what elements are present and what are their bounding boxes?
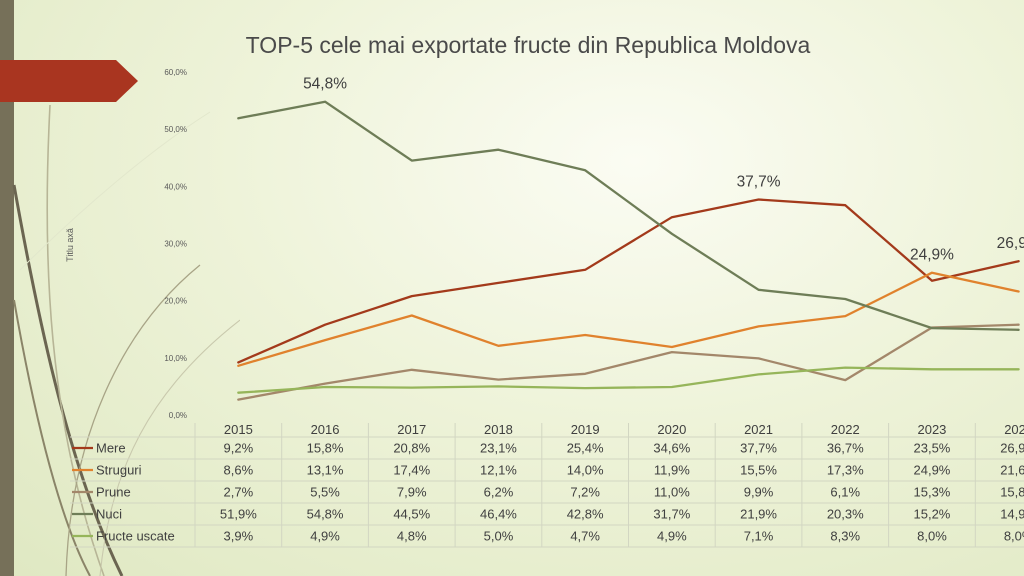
y-axis-title: Titlu axă xyxy=(65,228,75,262)
table-cell: 36,7% xyxy=(827,441,864,456)
table-cell: 9,9% xyxy=(744,485,774,500)
table-cell: 4,8% xyxy=(397,529,427,544)
series-line-struguri xyxy=(237,271,1020,367)
table-cell: 2,7% xyxy=(224,485,254,500)
y-tick-label: 60,0% xyxy=(164,68,187,77)
data-annotations: 54,8% 37,7% 24,9% 26,9% xyxy=(303,76,1024,264)
x-tick-label: 2019 xyxy=(571,422,600,437)
data-annotation: 54,8% xyxy=(303,76,347,93)
y-axis-ticks: 0,0% 10,0% 20,0% 30,0% 40,0% 50,0% 60,0% xyxy=(164,68,187,420)
table-cell: 42,8% xyxy=(567,507,604,522)
data-table: 2015 2016 2017 2018 2019 2020 2021 2022 2023 2024… xyxy=(72,422,1024,544)
left-sidebar-bar xyxy=(0,0,14,576)
table-cell: 4,9% xyxy=(657,529,687,544)
x-tick-label: 2018 xyxy=(484,422,513,437)
title-accent-arrow xyxy=(0,60,138,102)
table-cell: 13,1% xyxy=(307,463,344,478)
x-tick-label: 2022 xyxy=(831,422,860,437)
table-cell: 8,0% xyxy=(917,529,947,544)
table-cell: 11,9% xyxy=(654,463,690,478)
table-cell: 14,9% xyxy=(1000,507,1024,522)
table-cell: 20,3% xyxy=(827,507,864,522)
x-tick-label: 2016 xyxy=(311,422,340,437)
table-cell: 21,6% xyxy=(1000,463,1024,478)
table-cell: 6,2% xyxy=(484,485,514,500)
table-cell: 17,4% xyxy=(393,463,430,478)
legend-label: Struguri xyxy=(96,463,142,478)
legend-label: Mere xyxy=(96,441,126,456)
legend-label: Prune xyxy=(96,485,131,500)
legend-label: Nuci xyxy=(96,507,122,522)
table-cell: 15,2% xyxy=(914,507,951,522)
series-line-prune xyxy=(237,323,1020,401)
data-annotation: 24,9% xyxy=(910,247,954,264)
table-cell: 11,0% xyxy=(654,485,690,500)
table-cell: 15,8% xyxy=(307,441,344,456)
x-tick-label: 2021 xyxy=(744,422,773,437)
series-line-nuci xyxy=(237,100,1020,331)
x-tick-label: 2017 xyxy=(397,422,426,437)
series-lines xyxy=(237,100,1020,401)
table-cell: 15,5% xyxy=(740,463,777,478)
table-cell: 44,5% xyxy=(393,507,430,522)
table-cell: 31,7% xyxy=(653,507,690,522)
table-cell: 37,7% xyxy=(740,441,777,456)
y-tick-label: 10,0% xyxy=(164,354,187,363)
y-tick-label: 20,0% xyxy=(164,297,187,306)
table-cell: 17,3% xyxy=(827,463,864,478)
table-cell: 24,9% xyxy=(914,463,951,478)
table-cell: 8,0% xyxy=(1004,529,1024,544)
y-tick-label: 40,0% xyxy=(164,182,187,191)
chart-title: TOP-5 cele mai exportate fructe din Repu… xyxy=(246,32,811,58)
table-cell: 7,2% xyxy=(570,485,600,500)
table-cell: 4,7% xyxy=(570,529,600,544)
data-table-grid xyxy=(70,423,1024,548)
table-cell: 51,9% xyxy=(220,507,257,522)
table-cell: 3,9% xyxy=(224,529,254,544)
table-cell: 8,3% xyxy=(830,529,860,544)
table-cell: 7,9% xyxy=(397,485,427,500)
x-tick-label: 2024 xyxy=(1004,422,1024,437)
table-cell: 12,1% xyxy=(480,463,517,478)
table-cell: 14,0% xyxy=(567,463,604,478)
table-cell: 15,3% xyxy=(914,485,951,500)
table-cell: 21,9% xyxy=(740,507,777,522)
table-cell: 54,8% xyxy=(307,507,344,522)
table-cell: 5,0% xyxy=(484,529,514,544)
table-cell: 23,1% xyxy=(480,441,517,456)
y-tick-label: 0,0% xyxy=(169,411,187,420)
data-annotation: 37,7% xyxy=(737,173,781,190)
table-cell: 8,6% xyxy=(224,463,254,478)
table-cell: 23,5% xyxy=(914,441,951,456)
series-line-fructe-uscate xyxy=(237,366,1020,394)
table-cell: 46,4% xyxy=(480,507,517,522)
table-cell: 20,8% xyxy=(393,441,430,456)
x-tick-label: 2020 xyxy=(657,422,686,437)
series-line-mere xyxy=(237,198,1020,364)
data-annotation: 26,9% xyxy=(997,235,1024,252)
y-tick-label: 50,0% xyxy=(164,125,187,134)
legend-label: Fructe uscate xyxy=(96,529,175,544)
table-cell: 4,9% xyxy=(310,529,340,544)
y-tick-label: 30,0% xyxy=(164,240,187,249)
decorative-curves xyxy=(12,104,240,576)
table-cell: 6,1% xyxy=(830,485,860,500)
x-tick-label: 2015 xyxy=(224,422,253,437)
table-cell: 25,4% xyxy=(567,441,604,456)
table-cell: 7,1% xyxy=(744,529,774,544)
table-cell: 34,6% xyxy=(653,441,690,456)
table-cell: 9,2% xyxy=(224,441,254,456)
table-cell: 5,5% xyxy=(310,485,340,500)
table-cell: 15,8% xyxy=(1000,485,1024,500)
table-cell: 26,9% xyxy=(1000,441,1024,456)
x-tick-label: 2023 xyxy=(917,422,946,437)
